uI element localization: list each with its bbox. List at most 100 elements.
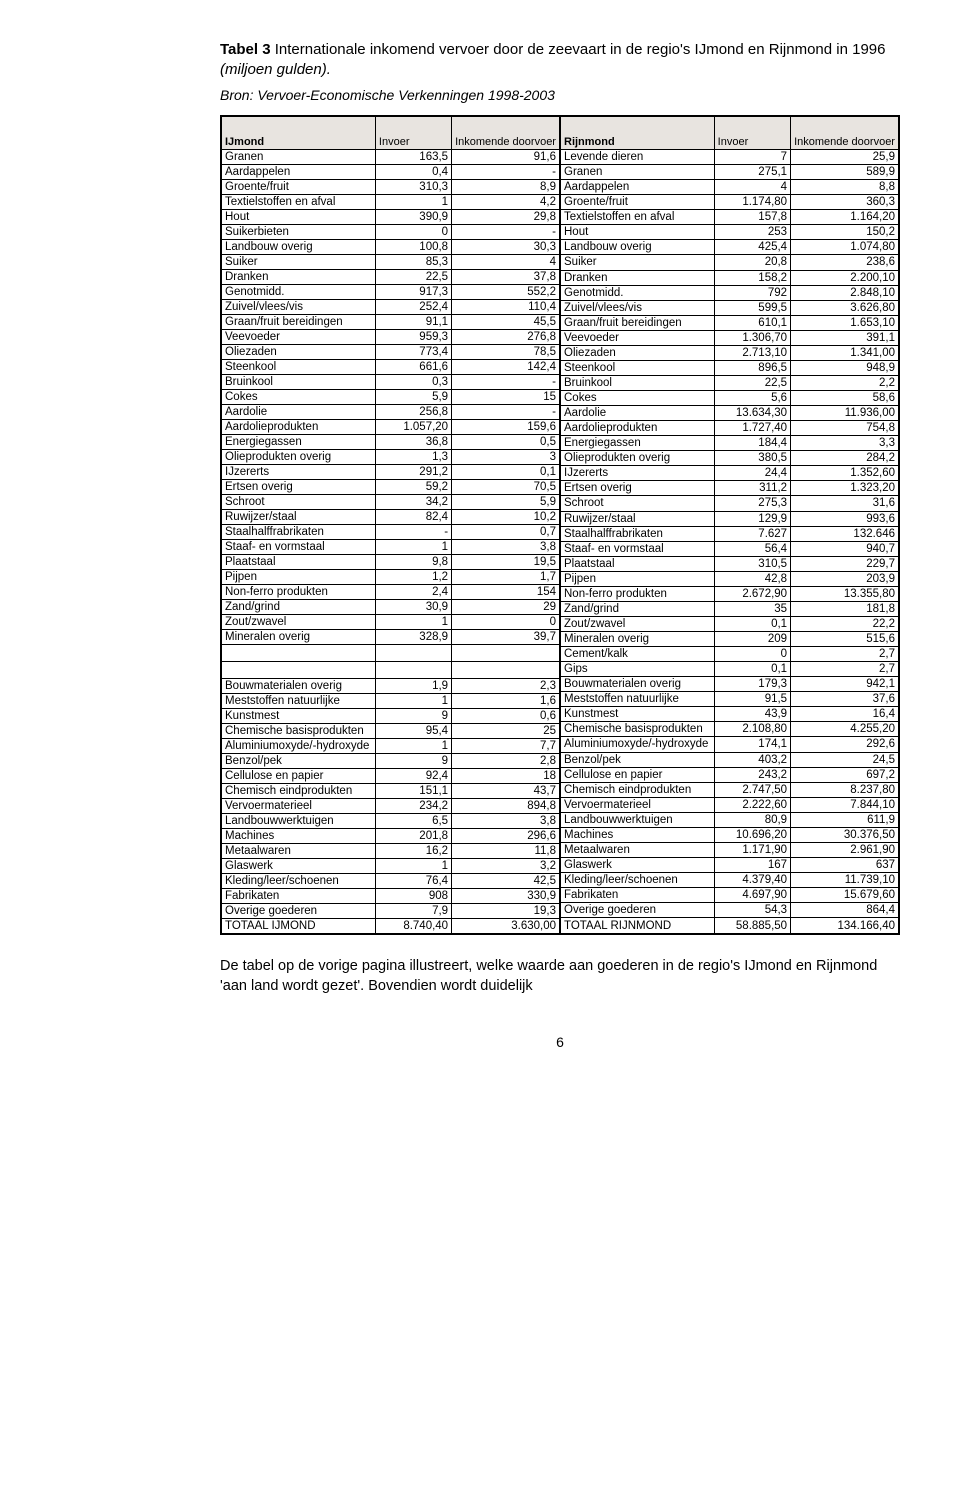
- table-row: Suiker85,34: [222, 255, 560, 270]
- cell-doorvoer: 360,3: [791, 195, 899, 210]
- cell-label: Meststoffen natuurlijke: [561, 692, 715, 707]
- cell-invoer: 157,8: [714, 210, 790, 225]
- cell-doorvoer: 4,2: [452, 195, 560, 210]
- cell-invoer: 275,1: [714, 165, 790, 180]
- cell-doorvoer: 7,7: [452, 739, 560, 754]
- cell-label: Mineralen overig: [561, 632, 715, 647]
- cell-label: Aardolie: [561, 406, 715, 421]
- header-region-right: Rijnmond: [561, 117, 715, 150]
- table-row: Staaf- en vormstaal13,8: [222, 540, 560, 555]
- cell-label: Graan/fruit bereidingen: [561, 315, 715, 330]
- cell-doorvoer: 296,6: [452, 829, 560, 844]
- cell-doorvoer: 3: [452, 450, 560, 465]
- cell-invoer: 209: [714, 632, 790, 647]
- cell-doorvoer: 203,9: [791, 571, 899, 586]
- cell-doorvoer: 29,8: [452, 210, 560, 225]
- table-row: Landbouwwerktuigen6,53,8: [222, 814, 560, 829]
- table-row: Kunstmest43,916,4: [561, 707, 899, 722]
- cell-invoer: 9,8: [375, 555, 451, 570]
- cell-label: Steenkool: [561, 360, 715, 375]
- table-row: Aluminiumoxyde/-hydroxyde174,1292,6: [561, 737, 899, 752]
- cell-invoer: [375, 645, 451, 662]
- cell-label: Hout: [561, 225, 715, 240]
- cell-doorvoer: 754,8: [791, 421, 899, 436]
- cell-invoer: 253: [714, 225, 790, 240]
- cell-invoer: 2.222,60: [714, 797, 790, 812]
- cell-label: Pijpen: [222, 570, 376, 585]
- table-row: Benzol/pek92,8: [222, 754, 560, 769]
- cell-doorvoer: 11.739,10: [791, 873, 899, 888]
- cell-invoer: 30,9: [375, 600, 451, 615]
- cell-invoer: 5,6: [714, 391, 790, 406]
- table-row: Genotmidd.7922.848,10: [561, 285, 899, 300]
- cell-invoer: 24,4: [714, 466, 790, 481]
- cell-doorvoer: 30.376,50: [791, 827, 899, 842]
- cell-doorvoer: 19,3: [452, 904, 560, 919]
- cell-label: Glaswerk: [222, 859, 376, 874]
- table-row: Veevoeder1.306,70391,1: [561, 330, 899, 345]
- table-row: Kunstmest90,6: [222, 709, 560, 724]
- table-row-total: TOTAAL IJMOND8.740,403.630,00: [222, 919, 560, 934]
- cell-label: Schroot: [222, 495, 376, 510]
- cell-doorvoer: 150,2: [791, 225, 899, 240]
- cell-label: Zout/zwavel: [222, 615, 376, 630]
- table-row: Aardappelen0,4-: [222, 165, 560, 180]
- cell-invoer: 1,3: [375, 450, 451, 465]
- cell-invoer: 4.379,40: [714, 873, 790, 888]
- table-row: Pijpen42,8203,9: [561, 571, 899, 586]
- cell-invoer: 59,2: [375, 480, 451, 495]
- table-row: Aardolieprodukten1.057,20159,6: [222, 420, 560, 435]
- table-row: Cokes5,658,6: [561, 391, 899, 406]
- table-row: Groente/fruit310,38,9: [222, 180, 560, 195]
- cell-doorvoer: 7.844,10: [791, 797, 899, 812]
- cell-invoer: 95,4: [375, 724, 451, 739]
- cell-label: Fabrikaten: [222, 889, 376, 904]
- cell-doorvoer: -: [452, 375, 560, 390]
- cell-label: Veevoeder: [222, 330, 376, 345]
- cell-label: Chemische basisprodukten: [561, 722, 715, 737]
- cell-label: Meststoffen natuurlijke: [222, 694, 376, 709]
- cell-invoer: 610,1: [714, 315, 790, 330]
- cell-invoer: 1,9: [375, 679, 451, 694]
- cell-total-invoer: 58.885,50: [714, 918, 790, 934]
- cell-invoer: 1.174,80: [714, 195, 790, 210]
- table-row: Dranken22,537,8: [222, 270, 560, 285]
- cell-invoer: 2,4: [375, 585, 451, 600]
- title-label: Tabel 3: [220, 41, 271, 58]
- table-row: Chemische basisprodukten2.108,804.255,20: [561, 722, 899, 737]
- cell-invoer: 7,9: [375, 904, 451, 919]
- cell-invoer: 91,1: [375, 315, 451, 330]
- table-row: Aluminiumoxyde/-hydroxyde17,7: [222, 739, 560, 754]
- table-row: Glaswerk13,2: [222, 859, 560, 874]
- cell-doorvoer: -: [452, 405, 560, 420]
- cell-doorvoer: 1.352,60: [791, 466, 899, 481]
- cell-invoer: 2.747,50: [714, 782, 790, 797]
- cell-label: Groente/fruit: [222, 180, 376, 195]
- cell-doorvoer: 18: [452, 769, 560, 784]
- cell-label: Aardappelen: [561, 180, 715, 195]
- cell-invoer: 291,2: [375, 465, 451, 480]
- cell-doorvoer: 238,6: [791, 255, 899, 270]
- table-row: Cellulose en papier92,418: [222, 769, 560, 784]
- table-row: Zand/grind35181,8: [561, 601, 899, 616]
- header-invoer-right: Invoer: [714, 117, 790, 150]
- table-row: Textielstoffen en afval157,81.164,20: [561, 210, 899, 225]
- table-row: Plaatstaal9,819,5: [222, 555, 560, 570]
- source-line: Bron: Vervoer-Economische Verkenningen 1…: [220, 87, 900, 103]
- cell-label: Overige goederen: [222, 904, 376, 919]
- table-row: Oliezaden2.713,101.341,00: [561, 345, 899, 360]
- table-row: Bouwmaterialen overig1,92,3: [222, 679, 560, 694]
- page: Tabel 3 Internationale inkomend vervoer …: [0, 0, 960, 1080]
- table-row: Zand/grind30,929: [222, 600, 560, 615]
- cell-doorvoer: 3.626,80: [791, 300, 899, 315]
- cell-label: Dranken: [561, 270, 715, 285]
- cell-invoer: 7: [714, 150, 790, 165]
- cell-doorvoer: 91,6: [452, 150, 560, 165]
- table-row: [222, 662, 560, 679]
- cell-invoer: 158,2: [714, 270, 790, 285]
- table-row: Groente/fruit1.174,80360,3: [561, 195, 899, 210]
- cell-total-label: TOTAAL IJMOND: [222, 919, 376, 934]
- cell-doorvoer: 42,5: [452, 874, 560, 889]
- table-row: Steenkool661,6142,4: [222, 360, 560, 375]
- cell-doorvoer: 697,2: [791, 767, 899, 782]
